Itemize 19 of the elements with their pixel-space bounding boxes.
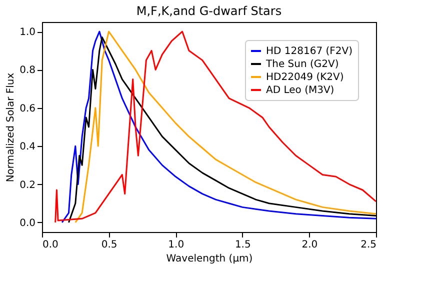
x-tick-label: 2.0 xyxy=(302,240,318,250)
legend-label: AD Leo (M3V) xyxy=(266,85,334,96)
x-tick-label: 1.5 xyxy=(234,240,251,250)
y-tick-label: 0.4 xyxy=(20,142,36,153)
x-tick-label: 0.0 xyxy=(42,240,58,250)
y-tick-label: 0.0 xyxy=(20,218,36,229)
legend-label: HD 128167 (F2V) xyxy=(266,46,353,57)
y-tick-label: 1.0 xyxy=(20,27,36,38)
x-tick-label: 0.5 xyxy=(101,240,118,250)
legend-label: The Sun (G2V) xyxy=(265,59,339,70)
y-tick-label: 0.6 xyxy=(20,103,36,114)
y-tick-label: 0.8 xyxy=(20,65,36,76)
chart-title: M,F,K,and G-dwarf Stars xyxy=(136,4,282,18)
y-axis-title: Normalized Solar Flux xyxy=(6,72,17,182)
y-tick-label: 0.2 xyxy=(20,180,36,191)
x-tick-label: 2.5 xyxy=(360,240,376,250)
x-axis-title: Wavelength (μm) xyxy=(166,254,253,264)
x-tick-label: 1.0 xyxy=(168,240,184,250)
legend-label: HD22049 (K2V) xyxy=(266,72,344,83)
